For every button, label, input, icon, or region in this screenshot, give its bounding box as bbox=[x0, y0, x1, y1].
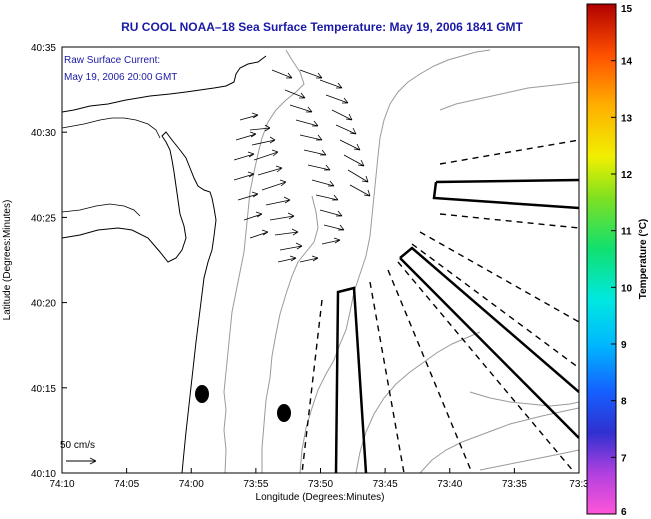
x-axis-ticks: 74:10 74:05 74:00 73:55 73:50 73:45 73:40 73:35… bbox=[49, 468, 589, 490]
y-tick-label: 40:20 bbox=[31, 299, 56, 310]
colorbar-tick-label: 15 bbox=[621, 4, 633, 15]
bathymetry-contours bbox=[223, 49, 579, 473]
colorbar-tick-label: 12 bbox=[621, 170, 633, 181]
colorbar-tick-label: 6 bbox=[621, 507, 627, 518]
y-tick-label: 40:10 bbox=[31, 469, 56, 480]
annotation-line-1: Raw Surface Current: bbox=[64, 55, 160, 66]
colorbar-tick-label: 11 bbox=[621, 227, 632, 238]
marker-dot bbox=[277, 404, 291, 422]
colorbar-tick-label: 8 bbox=[621, 397, 627, 408]
colorbar-label: Temperature (°C) bbox=[638, 219, 649, 300]
x-axis-label: Longitude (Degrees:Minutes) bbox=[256, 492, 385, 503]
dashed-rays bbox=[301, 139, 579, 473]
scale-label: 50 cm/s bbox=[60, 440, 95, 451]
colorbar-tick-label: 9 bbox=[621, 340, 627, 351]
colorbar-ticks: 15 14 13 12 11 10 9 8 7 6 bbox=[611, 3, 633, 518]
x-tick-label: 74:05 bbox=[114, 479, 139, 490]
x-tick-label: 74:00 bbox=[179, 479, 204, 490]
y-tick-label: 40:30 bbox=[31, 128, 56, 139]
scale-arrow bbox=[66, 457, 97, 465]
marker-dot bbox=[195, 385, 209, 403]
x-tick-label: 73:50 bbox=[308, 479, 333, 490]
x-tick-label: 74:10 bbox=[49, 479, 74, 490]
survey-boxes bbox=[334, 178, 579, 473]
x-tick-label: 73:40 bbox=[437, 479, 462, 490]
x-tick-label: 73:55 bbox=[243, 479, 268, 490]
y-axis-label: Latitude (Degrees:Minutes) bbox=[2, 200, 13, 321]
plot-frame bbox=[61, 46, 580, 474]
surface-current-vectors bbox=[233, 69, 371, 263]
x-tick-label: 73:3 bbox=[569, 479, 589, 490]
annotation-line-2: May 19, 2006 20:00 GMT bbox=[64, 72, 177, 83]
colorbar-tick-label: 13 bbox=[621, 113, 633, 124]
y-tick-label: 40:25 bbox=[31, 213, 56, 224]
colorbar-tick-label: 14 bbox=[621, 57, 633, 68]
colorbar-tick-label: 7 bbox=[621, 453, 627, 464]
coastline bbox=[62, 55, 267, 473]
colorbar-tick-label: 10 bbox=[621, 283, 633, 294]
y-tick-label: 40:15 bbox=[31, 384, 56, 395]
y-tick-label: 40:35 bbox=[31, 43, 56, 54]
x-tick-label: 73:35 bbox=[502, 479, 527, 490]
x-tick-label: 73:45 bbox=[373, 479, 398, 490]
colorbar bbox=[586, 3, 617, 515]
y-axis-ticks: 40:35 40:30 40:25 40:20 40:15 40:10 bbox=[31, 43, 67, 480]
map-title: RU COOL NOAA–18 Sea Surface Temperature:… bbox=[121, 20, 523, 34]
